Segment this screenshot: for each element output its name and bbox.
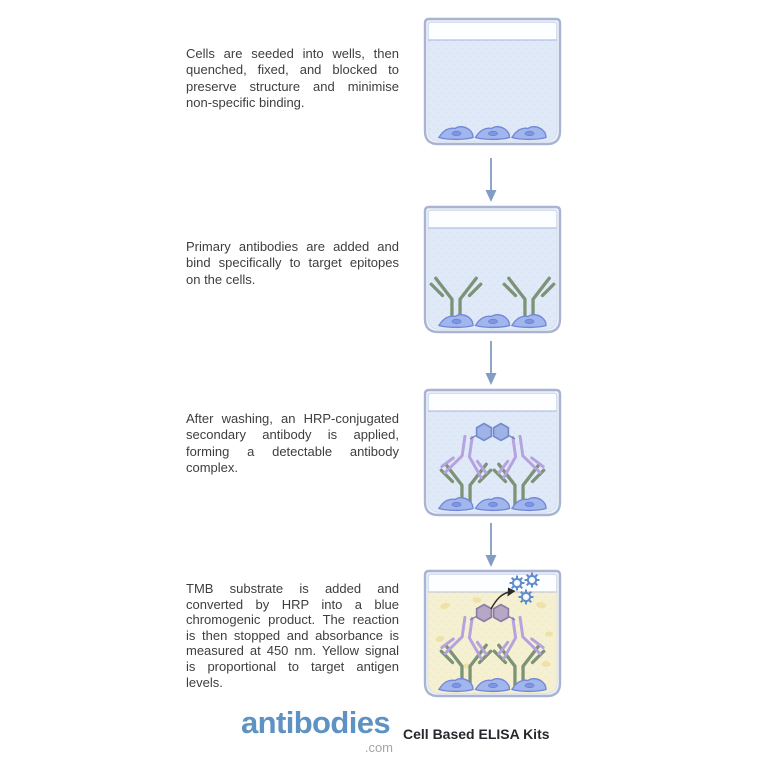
down-arrow-icon [484,157,498,203]
cells-icon [439,498,546,511]
hrp-enzyme-hexagon-icon [475,603,493,623]
cells-icon [439,679,546,692]
down-arrow-icon [484,340,498,386]
hrp-enzyme-hexagon-icon [492,603,510,623]
well-secondary-antibody-complex-illustration [423,388,562,517]
reaction-arrow-icon [490,587,516,610]
hrp-enzyme-hexagon-icon [492,422,510,442]
step-4-description: TMB substrate is added and converted by … [186,581,399,690]
product-caption: Cell Based ELISA Kits [403,726,550,742]
well-fixed-cells-illustration [423,17,562,146]
step-1-description: Cells are seeded into wells, then quench… [186,46,399,111]
step-3-description: After washing, an HRP-conjugated seconda… [186,411,399,476]
step-2-description: Primary antibodies are added and bind sp… [186,239,399,287]
hrp-enzyme-hexagon-icon [475,422,493,442]
cells-icon [439,127,546,140]
down-arrow-icon [484,522,498,568]
brand-logo-suffix: .com [364,740,393,755]
cells-icon [439,315,546,328]
brand-logo: antibodies [241,705,391,740]
well-tmb-reaction-illustration [423,569,562,698]
well-primary-antibodies-illustration [423,205,562,334]
